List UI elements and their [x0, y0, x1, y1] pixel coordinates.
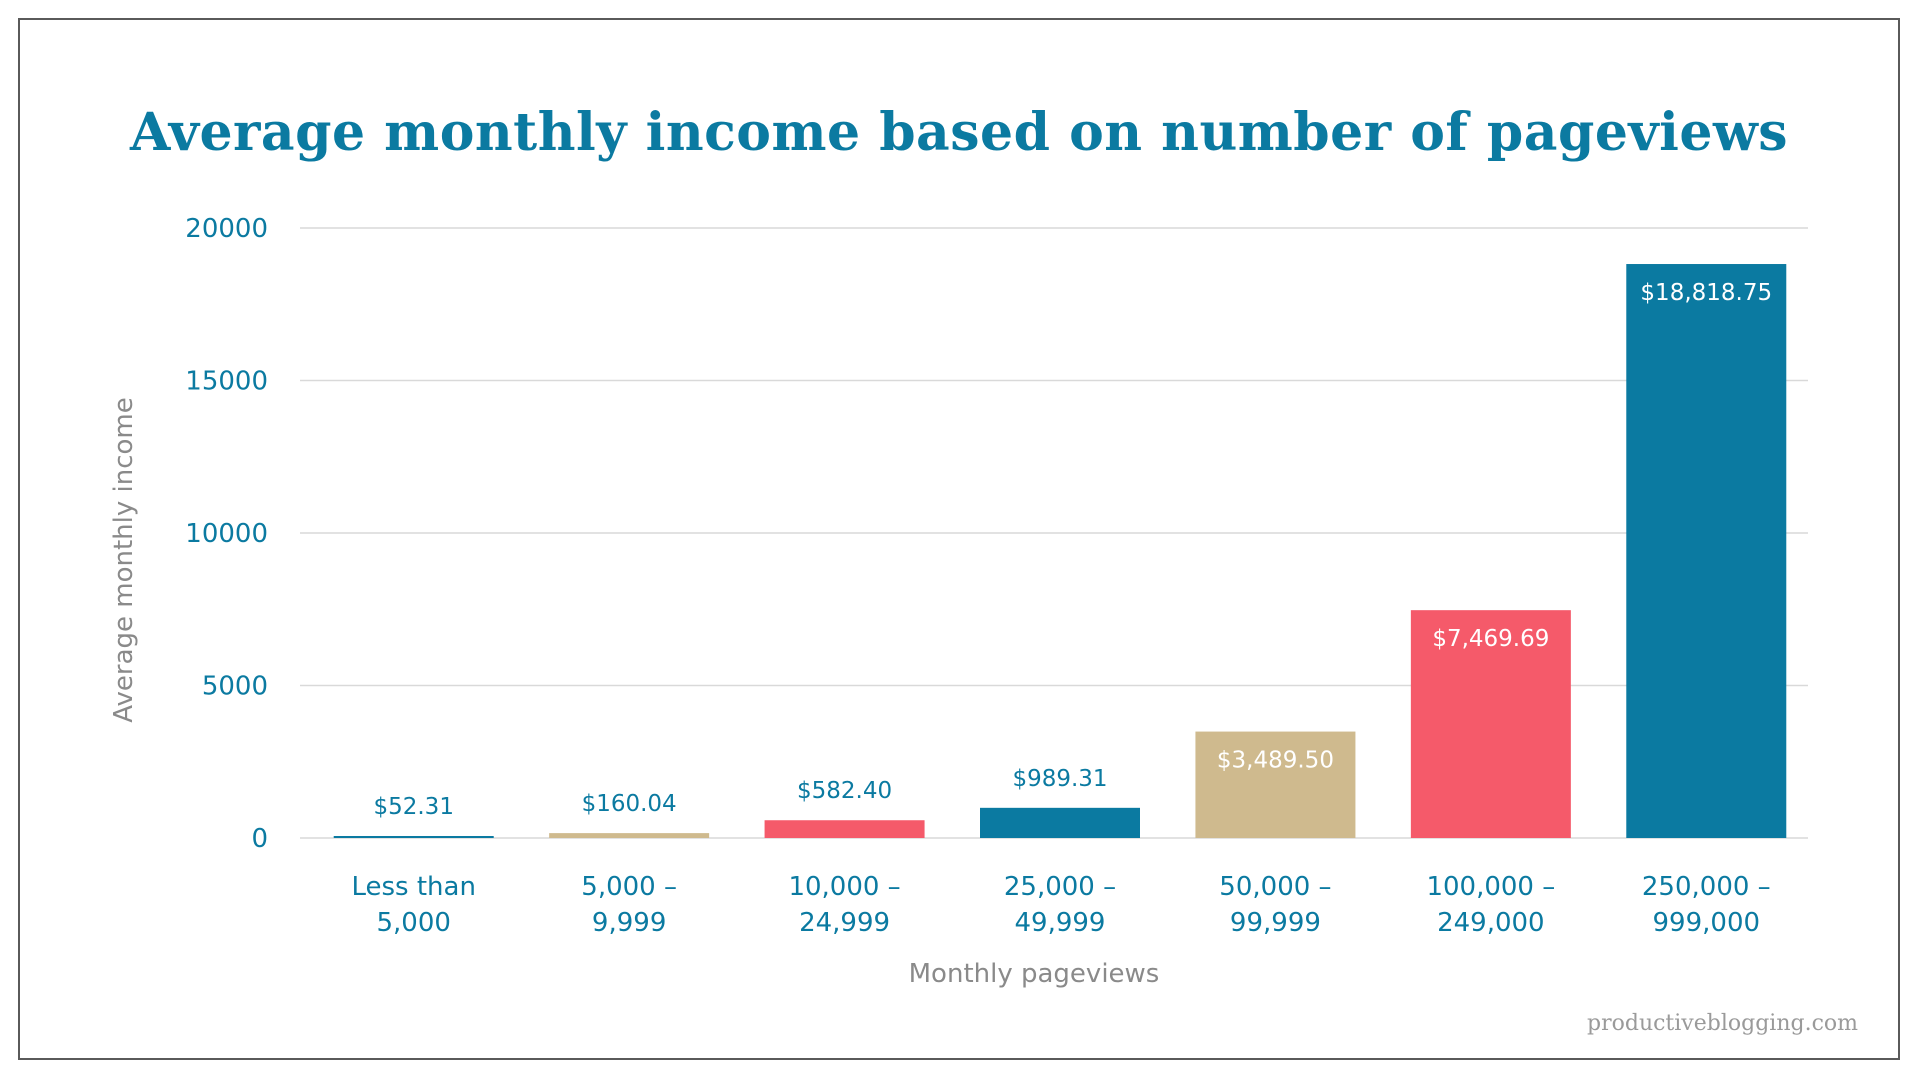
- x-category-label: 49,999: [1015, 908, 1106, 938]
- bar-value-label: $18,818.75: [1640, 280, 1772, 306]
- bar-value-label: $3,489.50: [1217, 748, 1334, 774]
- bar: [980, 807, 1140, 838]
- bar-value-label: $582.40: [797, 778, 892, 804]
- x-category-label: 25,000 –: [1004, 872, 1116, 902]
- bars: [333, 264, 1787, 838]
- y-axis-title: Average monthly income: [109, 397, 139, 723]
- x-category-label: 5,000: [376, 908, 450, 938]
- x-category-label: 10,000 –: [788, 872, 900, 902]
- x-category-label: 50,000 –: [1219, 872, 1331, 902]
- bar: [333, 836, 494, 838]
- bar: [549, 833, 710, 838]
- chart-title: Average monthly income based on number o…: [130, 102, 1788, 163]
- x-category-label: Less than: [351, 872, 475, 902]
- watermark-text: productiveblogging.com: [1587, 1011, 1858, 1036]
- y-tick-label: 15000: [185, 367, 268, 397]
- x-category-label: 100,000 –: [1426, 872, 1555, 902]
- x-category-label: 9,999: [592, 908, 666, 938]
- x-axis-title: Monthly pageviews: [909, 959, 1160, 989]
- bar-value-label: $52.31: [373, 794, 453, 820]
- bar-value-label: $160.04: [582, 791, 677, 817]
- bar-value-label: $989.31: [1012, 766, 1107, 792]
- x-category-label: 24,999: [799, 908, 890, 938]
- x-category-label: 249,000: [1437, 908, 1545, 938]
- x-category-label: 999,000: [1653, 908, 1761, 938]
- bar: [764, 820, 925, 838]
- bar: [1626, 264, 1787, 838]
- y-tick-labels: 0 5000 10000 15000 20000: [185, 214, 268, 854]
- x-category-labels: Less than 5,000 5,000 – 9,999 10,000 – 24,999…: [351, 872, 1770, 938]
- chart-frame: Average monthly income based on number o…: [18, 18, 1900, 1060]
- bar: [1410, 610, 1571, 838]
- y-tick-label: 5000: [202, 672, 268, 702]
- bar-value-labels: $52.31 $160.04 $582.40 $989.31 $3,489.50 $7,4…: [373, 280, 1772, 820]
- x-category-label: 250,000 –: [1642, 872, 1771, 902]
- y-tick-label: 20000: [185, 214, 268, 244]
- x-category-label: 99,999: [1230, 908, 1321, 938]
- y-tick-label: 10000: [185, 519, 268, 549]
- x-category-label: 5,000 –: [581, 872, 677, 902]
- bar-value-label: $7,469.69: [1432, 626, 1549, 652]
- bar: [1195, 731, 1356, 838]
- gridlines: [300, 227, 1808, 839]
- y-tick-label: 0: [251, 824, 268, 854]
